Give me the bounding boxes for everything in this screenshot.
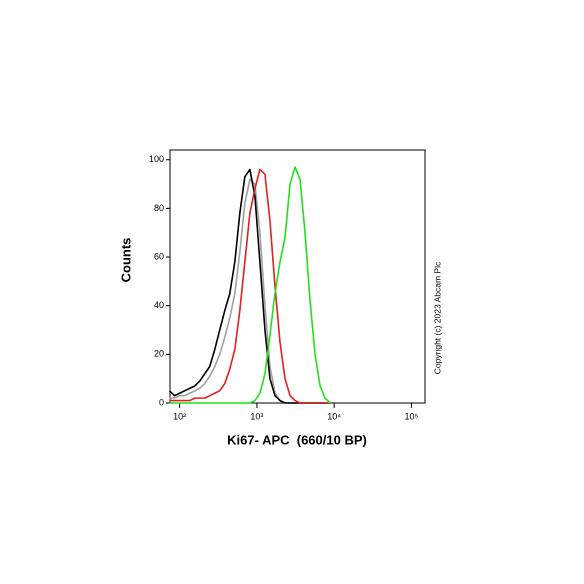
x-tick-label: 10⁴ — [327, 411, 341, 421]
x-axis-label: Ki67- APC (660/10 BP) — [227, 432, 367, 447]
histogram-line — [169, 168, 331, 404]
x-tick-label: 10³ — [250, 411, 263, 421]
x-tick-label: 10² — [173, 411, 186, 421]
y-tick-label: 60 — [154, 251, 164, 261]
y-tick-label: 100 — [149, 154, 164, 164]
y-tick-label: 40 — [154, 300, 164, 310]
y-tick-label: 0 — [159, 397, 164, 407]
y-axis-label: Counts — [118, 238, 133, 283]
y-tick-label: 80 — [154, 203, 164, 213]
copyright: Copyright (c) 2023 Abcam Plc — [432, 261, 442, 374]
y-tick-label: 20 — [154, 349, 164, 359]
histogram-line — [169, 166, 331, 404]
x-tick-label: 10⁵ — [405, 411, 419, 421]
